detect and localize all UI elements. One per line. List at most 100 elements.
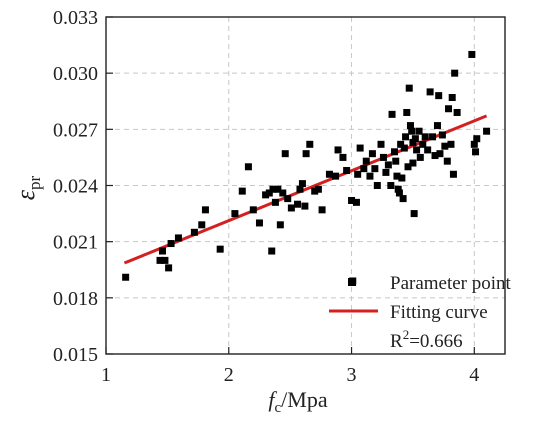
y-tick-label: 0.024 [53, 176, 98, 198]
data-point [403, 108, 411, 116]
data-point [158, 247, 166, 255]
y-axis-symbol: ε [11, 189, 40, 200]
data-point [410, 210, 418, 218]
data-point [424, 146, 432, 154]
data-point [384, 161, 392, 169]
data-point [391, 148, 399, 156]
data-point [302, 150, 310, 158]
data-point [379, 153, 387, 161]
data-point [387, 182, 395, 189]
data-point [438, 131, 446, 139]
legend-label-fit: Fitting curve [390, 302, 488, 323]
data-point [332, 172, 340, 180]
data-point [318, 206, 326, 214]
data-point [306, 140, 314, 148]
y-tick-label: 0.015 [53, 344, 98, 366]
data-point [473, 135, 481, 143]
data-point [271, 198, 279, 206]
points-layer [122, 50, 491, 285]
data-point [453, 108, 461, 116]
data-point [334, 146, 342, 154]
x-axis-subscript: c [275, 400, 282, 416]
data-point [161, 256, 169, 264]
data-point [483, 127, 491, 135]
axis-ticks [105, 16, 475, 355]
data-point [468, 50, 476, 58]
data-point [274, 185, 282, 193]
data-point [443, 157, 451, 165]
data-point [165, 264, 173, 272]
data-point [231, 210, 239, 218]
data-point [284, 195, 292, 203]
data-point [472, 148, 480, 156]
data-point [404, 163, 412, 171]
x-tick-label: 3 [347, 364, 357, 386]
y-tick-label: 0.018 [53, 288, 98, 310]
data-point [371, 165, 379, 173]
data-point [294, 200, 302, 208]
data-point [449, 170, 457, 178]
data-point [429, 133, 437, 141]
r-squared-value: =0.666 [409, 331, 462, 352]
legend-marker-points [348, 278, 356, 286]
data-point [431, 152, 439, 160]
data-point [255, 219, 263, 227]
data-point [167, 240, 175, 248]
y-tick-label: 0.021 [53, 232, 98, 254]
data-point [413, 146, 421, 154]
data-point [433, 122, 441, 130]
r-squared-base: R [390, 331, 403, 352]
data-point [314, 185, 322, 193]
data-point [377, 140, 385, 148]
data-point [409, 159, 417, 167]
data-point [216, 245, 224, 253]
data-point [201, 206, 209, 214]
data-point [356, 144, 364, 152]
data-point [244, 163, 252, 171]
data-point [411, 135, 419, 143]
fit-layer [123, 114, 488, 265]
data-point [368, 150, 376, 158]
y-tick-label: 0.030 [53, 63, 98, 85]
data-point [296, 185, 304, 193]
data-point [448, 94, 456, 102]
data-point [287, 204, 295, 212]
data-point [441, 142, 449, 150]
x-axis-symbol: f [268, 387, 277, 412]
data-point [451, 69, 459, 77]
data-point [343, 167, 351, 175]
y-tick-label: 0.027 [53, 119, 98, 141]
data-point [445, 105, 453, 113]
data-point [421, 133, 429, 141]
data-point [298, 180, 306, 188]
data-point [416, 153, 424, 161]
data-point [301, 202, 309, 210]
data-point [276, 221, 284, 229]
data-point [249, 206, 257, 214]
x-tick-label: 4 [469, 364, 479, 386]
data-point [265, 189, 273, 197]
legend: Parameter point Fitting curve R2=0.666 [329, 273, 512, 352]
data-point [339, 153, 347, 161]
data-point [262, 191, 270, 199]
data-point [402, 133, 410, 141]
tick-labels: 1 2 3 4 0.015 0.018 0.021 0.024 0.027 0.030 0.033 [53, 7, 479, 386]
data-point [362, 157, 370, 165]
x-tick-label: 2 [224, 364, 234, 386]
data-point [426, 88, 434, 96]
data-point [373, 182, 381, 189]
data-point [406, 122, 414, 130]
data-point [399, 195, 407, 203]
data-point [311, 187, 319, 195]
data-point [382, 168, 390, 176]
data-point [436, 150, 444, 158]
data-point [281, 150, 289, 158]
data-point [393, 172, 401, 180]
data-point [269, 185, 277, 193]
data-point [366, 172, 374, 180]
fitting-curve-line [123, 114, 488, 265]
y-axis-subscript: pr [25, 175, 44, 190]
data-point [419, 140, 427, 148]
legend-label-points: Parameter point [390, 273, 512, 294]
